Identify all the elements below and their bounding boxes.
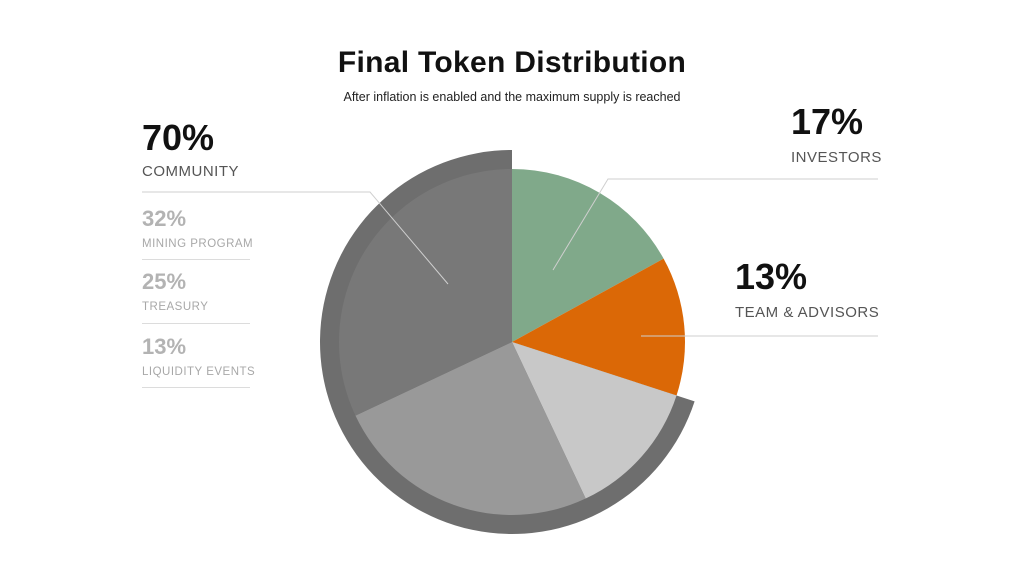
investors-label: INVESTORS bbox=[791, 149, 882, 166]
mining-program-label: MINING PROGRAM bbox=[142, 238, 254, 250]
liquidity-events-percent: 13% bbox=[142, 334, 187, 359]
community-percent: 70% bbox=[142, 117, 215, 158]
pie-slice-liquidity-events bbox=[512, 342, 677, 499]
pie-slice-investors bbox=[512, 169, 664, 342]
chart-title: Final Token Distribution bbox=[337, 46, 687, 79]
liquidity-events-label: LIQUIDITY EVENTS bbox=[142, 366, 256, 378]
treasury-divider bbox=[142, 323, 250, 324]
pie-slice-mining-program bbox=[338, 169, 512, 416]
team-advisors-label: TEAM & ADVISORS bbox=[735, 304, 880, 321]
mining-program-divider bbox=[142, 259, 250, 260]
treasury-label: TREASURY bbox=[142, 301, 209, 313]
investors-leader-line bbox=[552, 178, 878, 271]
team-advisors-percent: 13% bbox=[735, 256, 808, 297]
pie-slice-team-and-advisors bbox=[512, 258, 686, 396]
liquidity-events-divider bbox=[142, 387, 250, 388]
mining-program-percent: 32% bbox=[142, 206, 187, 231]
treasury-percent: 25% bbox=[142, 269, 187, 294]
investors-percent: 17% bbox=[791, 101, 864, 142]
chart-subtitle: After inflation is enabled and the maxim… bbox=[343, 90, 681, 104]
community-label: COMMUNITY bbox=[142, 163, 239, 180]
pie-slice-treasury bbox=[355, 342, 586, 515]
community-leader-line bbox=[142, 191, 449, 285]
